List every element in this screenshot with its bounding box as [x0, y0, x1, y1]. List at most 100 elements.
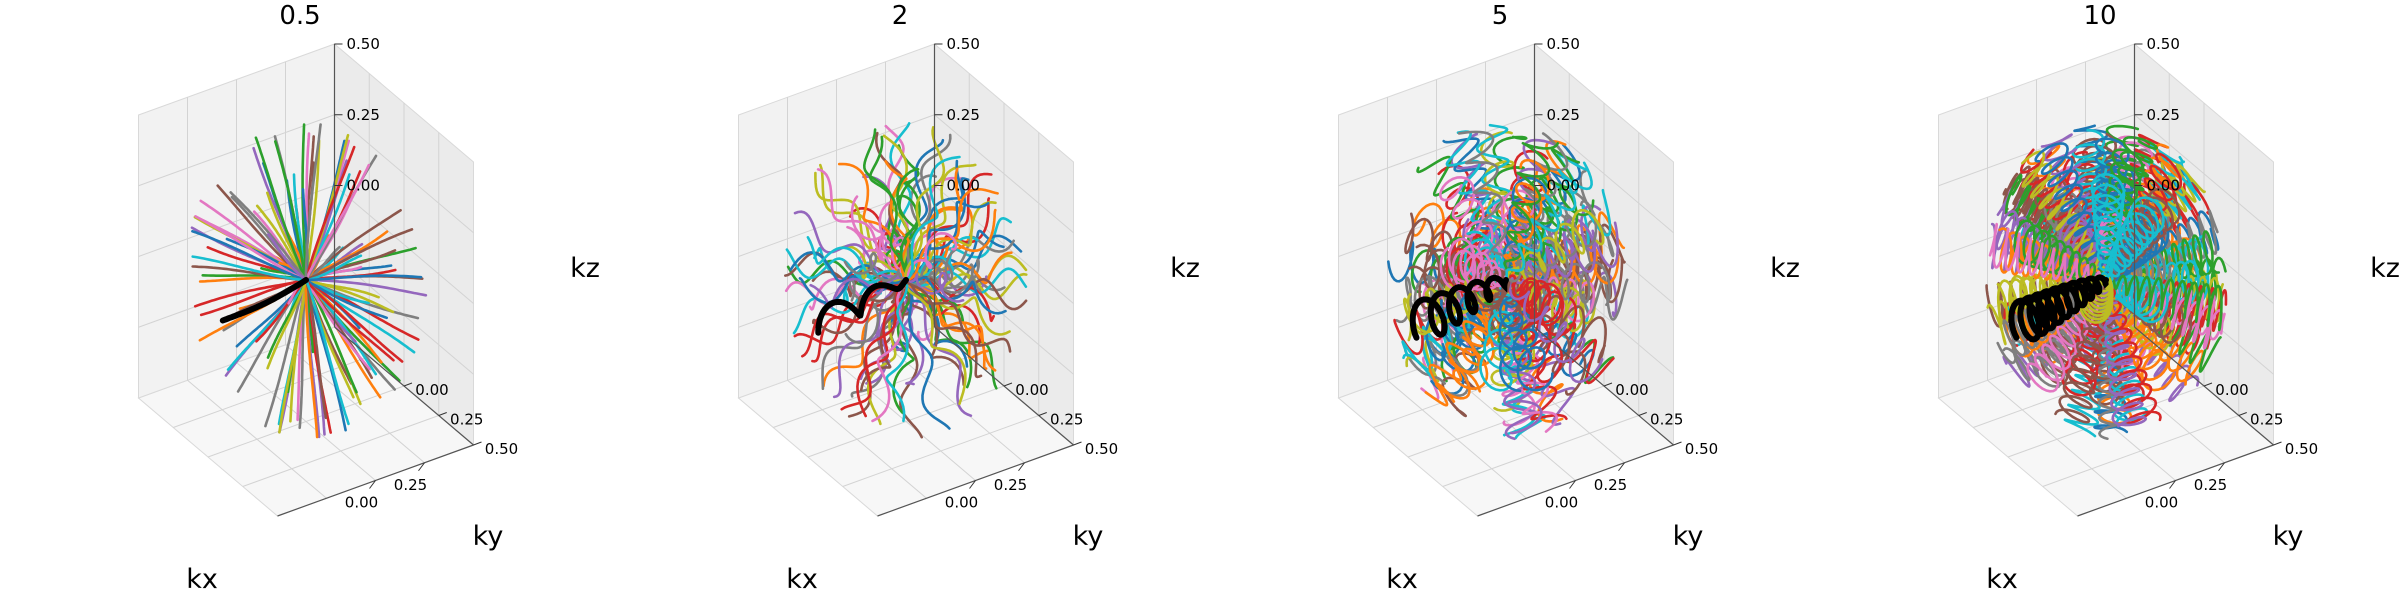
trajectory-line — [821, 278, 908, 391]
trajectory-line — [273, 140, 308, 282]
trajectory-line — [1504, 277, 1604, 384]
trajectory-line — [882, 134, 910, 282]
y-tick-label: 0.25 — [1050, 411, 1083, 429]
trajectory-line — [255, 278, 308, 343]
trajectory-line — [885, 278, 909, 423]
grid-line — [138, 114, 335, 187]
grid-line — [738, 114, 935, 187]
y-tick-label: 0.50 — [485, 440, 518, 458]
trajectory-line — [1503, 158, 1551, 282]
trajectory-line — [304, 139, 321, 282]
highlighted-trajectory — [2008, 274, 2109, 343]
x-tick-mark — [969, 480, 976, 489]
z-axis-label: kz — [1170, 253, 1200, 284]
grid-line — [934, 114, 1074, 234]
highlighted-trajectory — [815, 277, 909, 336]
trajectory-line — [304, 123, 322, 282]
trajectory-line — [2103, 196, 2165, 282]
z-tick-label: 0.00 — [347, 177, 380, 195]
grid-line — [285, 344, 425, 464]
trajectory-line — [304, 278, 372, 371]
trajectory-line — [896, 167, 920, 282]
y-tick-mark — [2238, 412, 2247, 416]
x-tick-mark — [2218, 462, 2225, 472]
y-axis-label: ky — [2273, 521, 2304, 552]
x-axis-label: kx — [1386, 564, 1418, 595]
x-tick-mark — [369, 480, 376, 489]
panels: 0.000.250.000.250.500.000.250.50kxkykz0.… — [137, 1, 2400, 595]
trajectory-line — [843, 252, 908, 282]
y-tick-label: 0.00 — [1615, 381, 1648, 399]
trajectory-line — [229, 191, 308, 282]
trajectory-line — [304, 274, 423, 282]
x-tick-mark — [1569, 480, 1576, 489]
grid-line — [242, 415, 439, 487]
grid-line — [2042, 415, 2239, 487]
trajectory-line — [2104, 274, 2223, 332]
trajectory-line — [1457, 130, 1510, 282]
trajectory-line — [304, 278, 404, 363]
trajectory-line — [868, 135, 909, 282]
z-tick-label: 0.00 — [2147, 177, 2180, 195]
z-tick-label: 0.25 — [2147, 106, 2180, 124]
y-tick-label: 0.25 — [1650, 411, 1683, 429]
x-tick-label: 0.25 — [1594, 476, 1627, 494]
z-tick-label: 0.50 — [347, 35, 380, 53]
x-tick-mark — [2169, 480, 2176, 489]
y-tick-mark — [403, 382, 413, 387]
trajectory-line — [1479, 278, 1514, 392]
trajectory-line — [304, 278, 319, 439]
grid-line — [1534, 114, 1674, 234]
x-axis-label: kx — [1986, 564, 2018, 595]
trajectory-line — [194, 215, 308, 282]
trajectory-line — [304, 278, 428, 297]
trajectory-line — [1504, 161, 1593, 282]
trajectory-line — [191, 255, 308, 282]
x-axis-label: kx — [786, 564, 818, 595]
y-tick-label: 0.25 — [450, 411, 483, 429]
tick-labels: 0.000.250.000.250.500.000.250.50 — [934, 35, 1118, 512]
trajectory-line — [304, 278, 328, 420]
x-tick-label: 0.00 — [345, 494, 378, 512]
trajectory-line — [304, 278, 395, 362]
trajectory-line — [1503, 141, 1559, 282]
y-tick-label: 0.00 — [1015, 381, 1048, 399]
y-tick-mark — [473, 441, 482, 446]
trajectory-line — [304, 145, 356, 282]
x-tick-label: 0.25 — [2194, 476, 2227, 494]
trajectory-line — [904, 276, 1007, 315]
x-tick-label: 0.25 — [994, 476, 1027, 494]
x-tick-mark — [1618, 462, 1625, 472]
trajectory-line — [304, 278, 395, 314]
trajectory-line — [2090, 173, 2126, 282]
trajectory-line — [304, 163, 371, 282]
y-tick-mark — [438, 412, 447, 416]
z-tick-label: 0.25 — [347, 106, 380, 124]
highlighted-trajectory — [1409, 274, 1509, 341]
grid-line — [334, 185, 474, 304]
trajectory-line — [840, 278, 908, 411]
y-tick-mark — [2273, 441, 2282, 446]
trajectory-line — [255, 204, 308, 282]
x-tick-mark — [418, 462, 425, 472]
trajectory-line — [266, 278, 308, 370]
y-tick-label: 0.25 — [2250, 411, 2283, 429]
grid-line — [334, 114, 474, 234]
trajectory-line — [811, 278, 908, 335]
grid-line — [807, 385, 1005, 458]
grid-line — [1442, 415, 1639, 487]
trajectory-line — [832, 278, 908, 399]
x-tick-mark — [1018, 462, 1025, 472]
trajectory-line — [904, 271, 965, 303]
x-tick-label: 0.25 — [394, 476, 427, 494]
trajectory-line — [904, 232, 958, 283]
trajectory-line — [225, 237, 308, 282]
trajectory-line — [904, 126, 946, 282]
grid-line — [1938, 114, 2135, 187]
panel-title: 5 — [1492, 1, 1509, 31]
z-tick-label: 0.25 — [1547, 106, 1580, 124]
trajectory-line — [904, 159, 964, 282]
panel-title: 0.5 — [279, 1, 320, 31]
trajectory-line — [793, 210, 908, 282]
